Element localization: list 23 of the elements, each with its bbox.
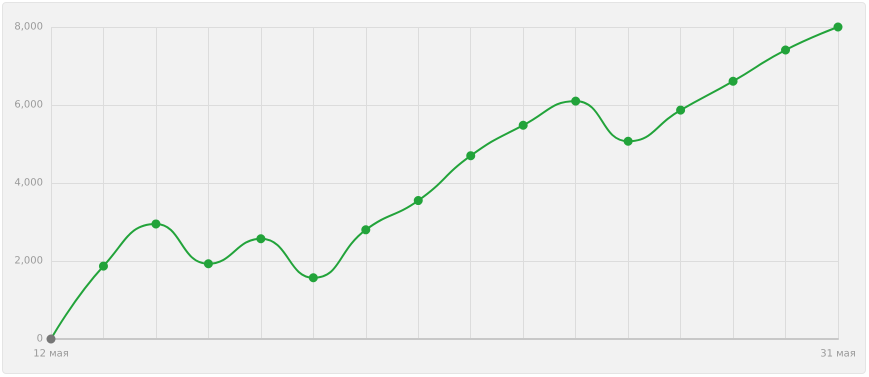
point	[46, 334, 56, 344]
y-tick-label: 4,000	[14, 178, 43, 188]
point	[834, 22, 842, 32]
point	[414, 196, 423, 206]
y-tick-label: 6,000	[14, 100, 43, 110]
y-tick-label: 2,000	[14, 256, 43, 266]
point	[781, 46, 790, 55]
point	[98, 262, 108, 271]
point	[571, 96, 580, 106]
y-tick-label: 0	[36, 334, 43, 344]
point	[728, 76, 738, 86]
point	[624, 136, 633, 146]
point	[308, 273, 318, 282]
point	[676, 106, 686, 115]
point	[518, 120, 528, 130]
point	[466, 151, 476, 160]
x-tick-label: 31 мая	[820, 348, 856, 360]
point	[256, 234, 266, 244]
point	[204, 259, 213, 268]
point	[151, 219, 160, 228]
y-tick-label: 8,000	[14, 22, 43, 32]
point	[361, 225, 370, 234]
x-tick-label: 12 мая	[33, 348, 69, 360]
